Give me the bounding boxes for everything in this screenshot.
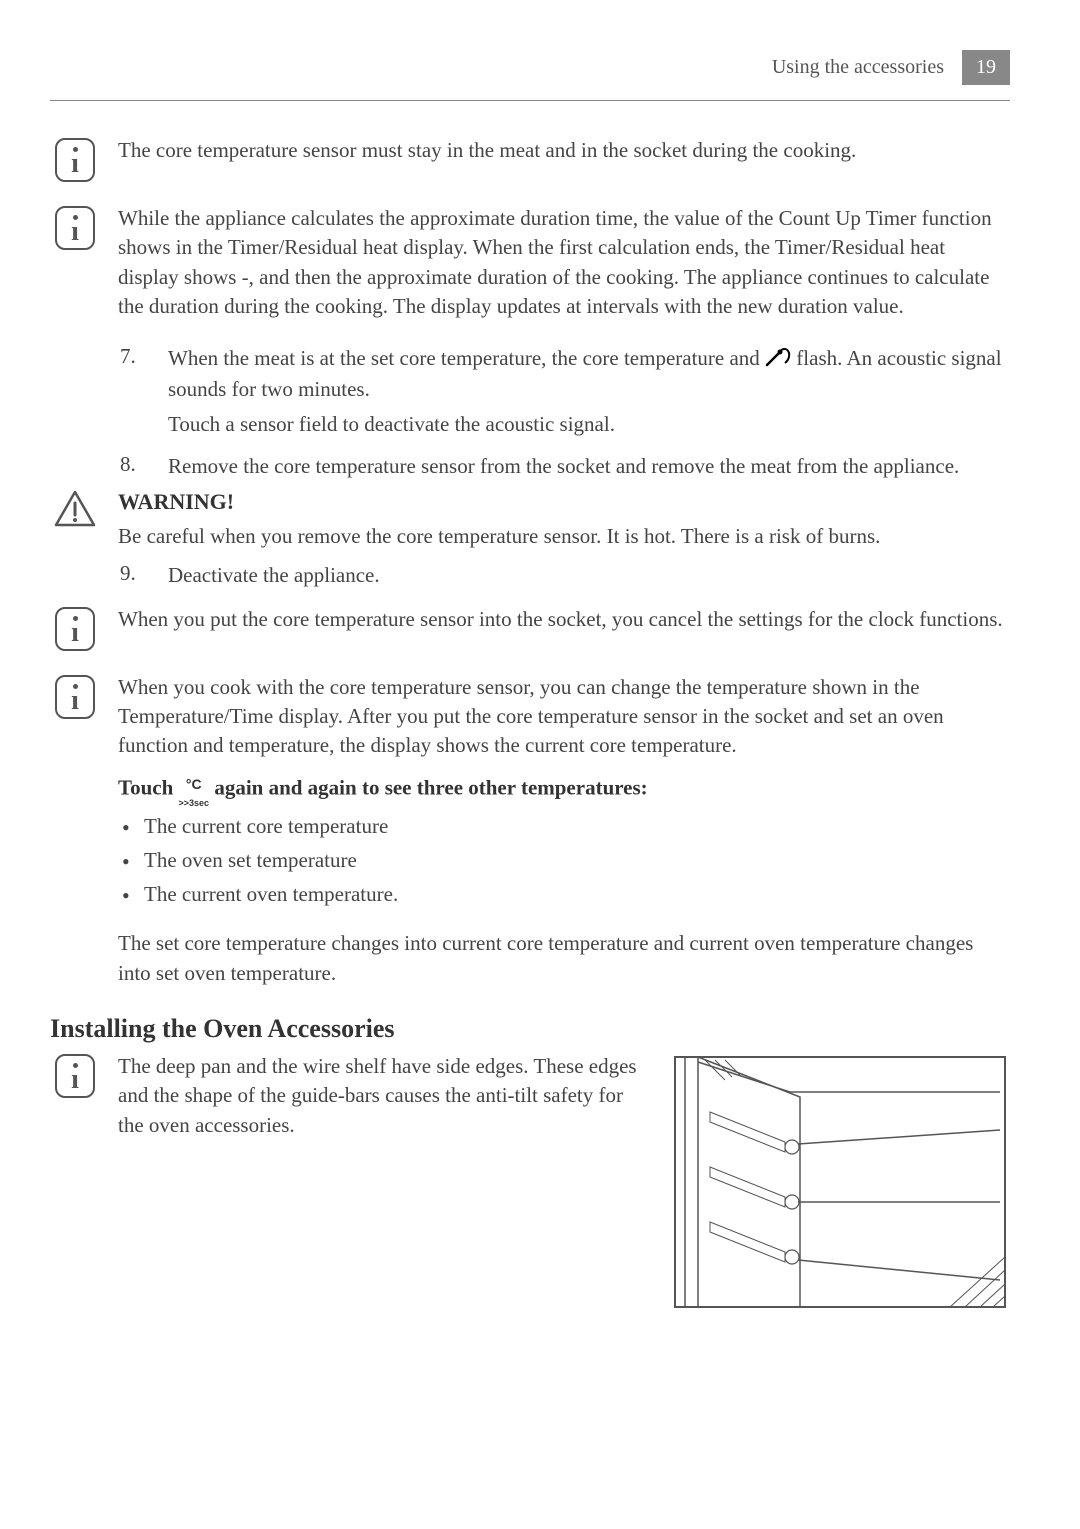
warning-icon [53,489,97,529]
info-2-text: While the appliance calculates the appro… [118,204,1010,322]
info-icon: ı [55,138,95,182]
temperature-bullet-list: The current core temperature The oven se… [122,810,1010,911]
info-1-text: The core temperature sensor must stay in… [118,136,1010,182]
touch-heading: Touch °C >>3sec again and again to see t… [118,773,1010,807]
step-9: 9. Deactivate the appliance. [120,561,1010,590]
info-icon: ı [55,206,95,250]
info-3-text: When you put the core temperature sensor… [118,605,1010,651]
warning-icon-box [50,487,100,555]
info-section-1: ı The core temperature sensor must stay … [50,136,1010,182]
warning-text: Be careful when you remove the core temp… [118,522,1010,551]
install-left-column: ı The deep pan and the wire shelf have s… [50,1052,652,1317]
step-9-text: Deactivate the appliance. [168,561,1010,590]
step-7-text: When the meat is at the set core tempera… [168,344,1010,446]
info-4-text: When you cook with the core temperature … [118,673,1010,761]
info-icon-box: ı [50,136,100,182]
warning-section: WARNING! Be careful when you remove the … [50,487,1010,555]
step-8: 8. Remove the core temperature sensor fr… [120,452,1010,481]
list-item: The current core temperature [122,810,1010,844]
info-section-2: ı While the appliance calculates the app… [50,204,1010,322]
warning-content: WARNING! Be careful when you remove the … [118,487,1010,555]
info-icon-box: ı [50,605,100,651]
step-number: 9. [120,561,148,590]
info-icon: ı [55,675,95,719]
page-number: 19 [962,50,1010,85]
install-section: ı The deep pan and the wire shelf have s… [50,1052,1010,1317]
step-8-text: Remove the core temperature sensor from … [168,452,1010,481]
install-heading: Installing the Oven Accessories [50,1014,1010,1044]
page-header: Using the accessories 19 [50,50,1010,85]
info-4-content: When you cook with the core temperature … [118,673,1010,992]
info-5-text: The deep pan and the wire shelf have sid… [118,1052,652,1317]
step-number: 7. [120,344,148,446]
step-7: 7. When the meat is at the set core temp… [120,344,1010,446]
oven-illustration [670,1052,1010,1317]
info-icon-box: ı [50,673,100,992]
info-icon: ı [55,1054,95,1098]
list-item: The oven set temperature [122,844,1010,878]
temperature-icon: °C >>3sec [179,775,210,809]
warning-heading: WARNING! [118,487,1010,518]
header-divider [50,100,1010,101]
info-section-3: ı When you put the core temperature sens… [50,605,1010,651]
list-item: The current oven temperature. [122,878,1010,912]
info-icon-box: ı [50,1052,100,1317]
info-4-footer: The set core temperature changes into cu… [118,929,1010,988]
probe-icon [765,345,791,375]
header-title: Using the accessories [772,56,944,79]
info-section-4: ı When you cook with the core temperatur… [50,673,1010,992]
info-icon: ı [55,607,95,651]
step-number: 8. [120,452,148,481]
info-icon-box: ı [50,204,100,322]
